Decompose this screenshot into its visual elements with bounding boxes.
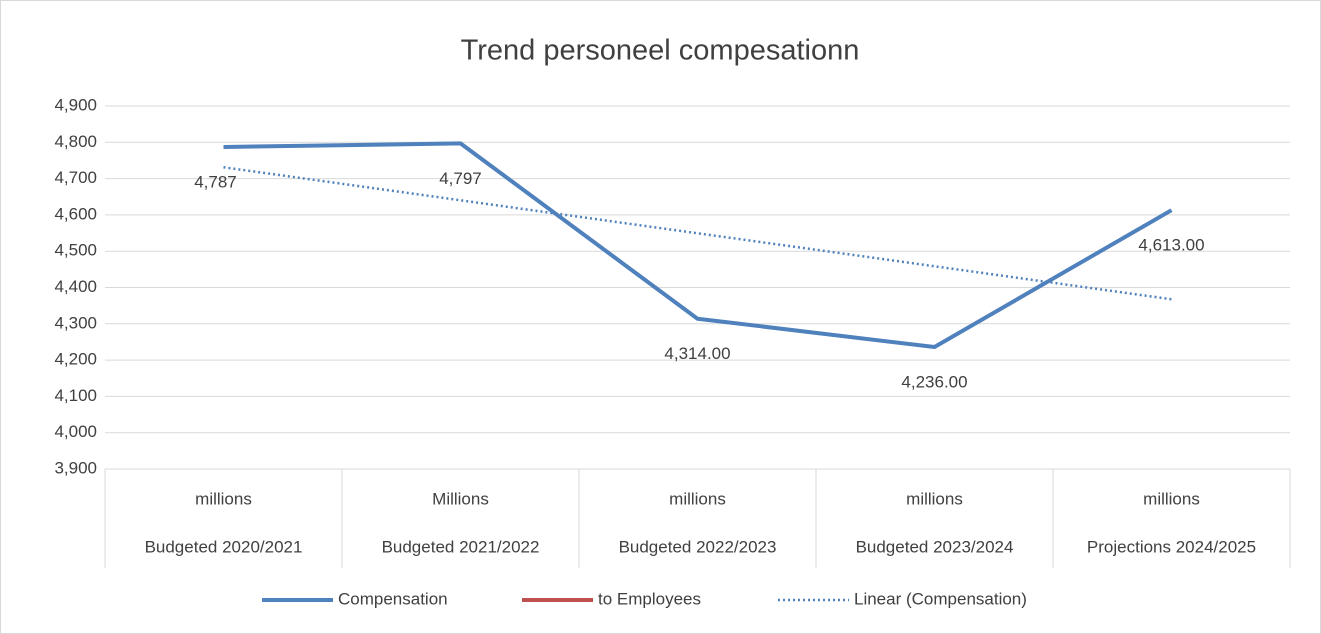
data-label: 4,236.00: [901, 373, 967, 392]
y-tick-label: 4,700: [54, 168, 97, 187]
chart-title: Trend personeel compesationn: [461, 35, 860, 67]
x-tick-label: Projections 2024/2025: [1087, 537, 1256, 556]
x-tick-label: Budgeted 2022/2023: [619, 537, 777, 556]
y-tick-label: 4,000: [54, 422, 97, 441]
data-label: 4,797: [439, 169, 482, 188]
y-tick-label: 4,600: [54, 204, 97, 223]
data-label: 4,613.00: [1138, 236, 1204, 255]
data-label: 4,314.00: [664, 344, 730, 363]
legend-label: to Employees: [598, 589, 701, 608]
x-tick-unit: millions: [906, 489, 963, 508]
y-tick-label: 4,500: [54, 241, 97, 260]
y-tick-label: 4,200: [54, 350, 97, 369]
y-tick-label: 4,400: [54, 277, 97, 296]
x-tick-label: Budgeted 2023/2024: [856, 537, 1014, 556]
x-tick-unit: Millions: [432, 489, 489, 508]
y-tick-label: 4,800: [54, 132, 97, 151]
legend-label: Compensation: [338, 589, 448, 608]
data-label: 4,787: [194, 173, 237, 192]
x-tick-unit: millions: [195, 489, 252, 508]
x-tick-unit: millions: [1143, 489, 1200, 508]
x-tick-unit: millions: [669, 489, 726, 508]
x-tick-label: Budgeted 2021/2022: [382, 537, 540, 556]
y-tick-label: 3,900: [54, 458, 97, 477]
legend-label: Linear (Compensation): [854, 589, 1027, 608]
series-line: [223, 141, 1173, 350]
y-tick-label: 4,100: [54, 386, 97, 405]
y-tick-label: 4,300: [54, 313, 97, 332]
y-tick-label: 4,900: [54, 95, 97, 114]
x-tick-label: Budgeted 2020/2021: [145, 537, 303, 556]
